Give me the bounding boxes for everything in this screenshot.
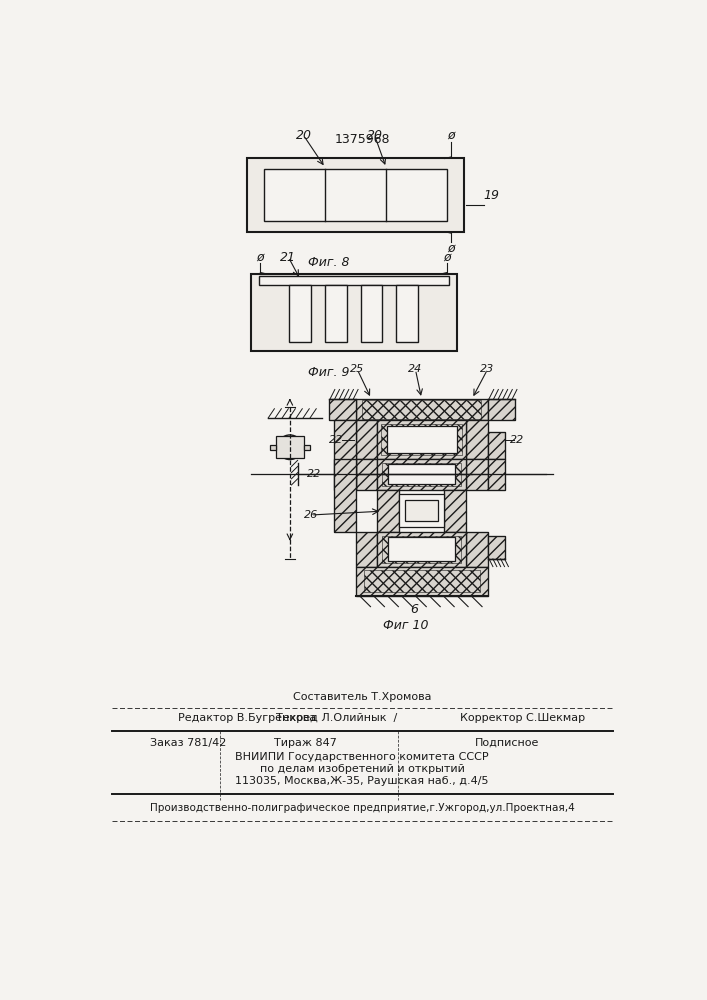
Bar — [466, 459, 488, 490]
Bar — [289, 285, 311, 342]
Bar — [399, 494, 444, 527]
Bar — [466, 420, 488, 459]
Text: ø: ø — [257, 251, 264, 264]
Text: 22: 22 — [329, 435, 343, 445]
Bar — [378, 420, 466, 459]
Text: ø: ø — [448, 242, 455, 255]
Bar — [361, 285, 382, 342]
Text: 20: 20 — [367, 129, 382, 142]
Bar — [356, 567, 488, 596]
Circle shape — [277, 435, 303, 460]
Bar — [488, 536, 505, 559]
Bar — [247, 158, 464, 232]
Bar — [270, 445, 276, 450]
Bar — [466, 420, 488, 459]
Circle shape — [284, 441, 296, 453]
Bar — [356, 420, 378, 459]
Text: Производственно-полиграфическое предприятие,г.Ужгород,ул.Проектная,4: Производственно-полиграфическое предприя… — [150, 803, 574, 813]
Bar — [329, 399, 356, 420]
Bar — [356, 567, 488, 596]
Bar — [378, 490, 399, 532]
Bar — [334, 420, 356, 490]
Text: 26: 26 — [304, 510, 318, 520]
Bar — [363, 570, 480, 592]
Bar — [488, 399, 515, 420]
Text: Корректор С.Шекмар: Корректор С.Шекмар — [460, 713, 585, 723]
Text: ø: ø — [443, 251, 451, 264]
Bar — [382, 463, 461, 486]
Bar — [304, 445, 310, 450]
Text: ВНИИПИ Государственного комитета СССР: ВНИИПИ Государственного комитета СССР — [235, 752, 489, 762]
Text: Фиг. 8: Фиг. 8 — [308, 256, 349, 269]
Bar — [334, 459, 356, 532]
Bar — [356, 399, 488, 420]
Text: Фиг. 9: Фиг. 9 — [308, 366, 349, 379]
Bar — [466, 532, 488, 567]
Text: 22: 22 — [307, 469, 321, 479]
Text: 6: 6 — [410, 603, 418, 616]
Text: 21: 21 — [280, 251, 296, 264]
Bar — [488, 432, 505, 459]
Bar — [488, 432, 505, 459]
Text: 113035, Москва,Ж-35, Раушская наб., д.4/5: 113035, Москва,Ж-35, Раушская наб., д.4/… — [235, 776, 489, 786]
Bar — [381, 424, 462, 455]
Bar — [251, 274, 457, 351]
Text: 25: 25 — [350, 364, 364, 374]
Bar — [356, 420, 378, 459]
Bar — [488, 459, 505, 490]
Text: 23: 23 — [480, 364, 495, 374]
Text: 22: 22 — [510, 435, 524, 445]
Text: 1375968: 1375968 — [334, 133, 390, 146]
Text: Техред Л.Олийнык  /: Техред Л.Олийнык / — [276, 713, 397, 723]
Bar — [444, 490, 466, 532]
Bar — [356, 532, 378, 567]
Bar — [329, 399, 356, 420]
Text: Заказ 781/42: Заказ 781/42 — [151, 738, 227, 748]
Bar — [387, 426, 457, 453]
Text: Составитель Т.Хромова: Составитель Т.Хромова — [293, 692, 431, 702]
Bar — [264, 169, 448, 221]
Text: 19: 19 — [484, 189, 499, 202]
Bar — [388, 537, 455, 561]
Bar — [488, 536, 505, 559]
Bar — [397, 285, 418, 342]
Text: Тираж 847: Тираж 847 — [274, 738, 337, 748]
Bar — [378, 459, 466, 490]
Bar — [382, 536, 461, 563]
Bar — [356, 459, 378, 490]
Bar — [276, 436, 304, 458]
Bar — [378, 532, 466, 567]
Text: Подписное: Подписное — [474, 738, 539, 748]
Bar — [405, 500, 438, 521]
Text: 24: 24 — [409, 364, 423, 374]
Text: Редактор В.Бугренкова: Редактор В.Бугренкова — [177, 713, 315, 723]
Bar — [334, 459, 356, 532]
Bar — [488, 459, 505, 490]
Text: по делам изобретений и открытий: по делам изобретений и открытий — [259, 764, 464, 774]
Text: Фиг 10: Фиг 10 — [383, 619, 429, 632]
Text: 20: 20 — [296, 129, 312, 142]
Bar — [356, 459, 378, 490]
Bar — [259, 276, 449, 285]
Bar — [362, 400, 481, 419]
Bar — [356, 399, 488, 420]
Bar — [378, 532, 466, 567]
Bar — [466, 459, 488, 490]
Bar — [488, 399, 515, 420]
Bar — [378, 459, 466, 490]
Bar — [466, 532, 488, 567]
Bar — [378, 420, 466, 459]
Bar — [444, 490, 466, 532]
Bar — [325, 285, 347, 342]
Bar — [356, 532, 378, 567]
Text: ø: ø — [448, 129, 455, 142]
Bar — [388, 464, 455, 484]
Bar — [378, 490, 399, 532]
Bar — [334, 420, 356, 490]
